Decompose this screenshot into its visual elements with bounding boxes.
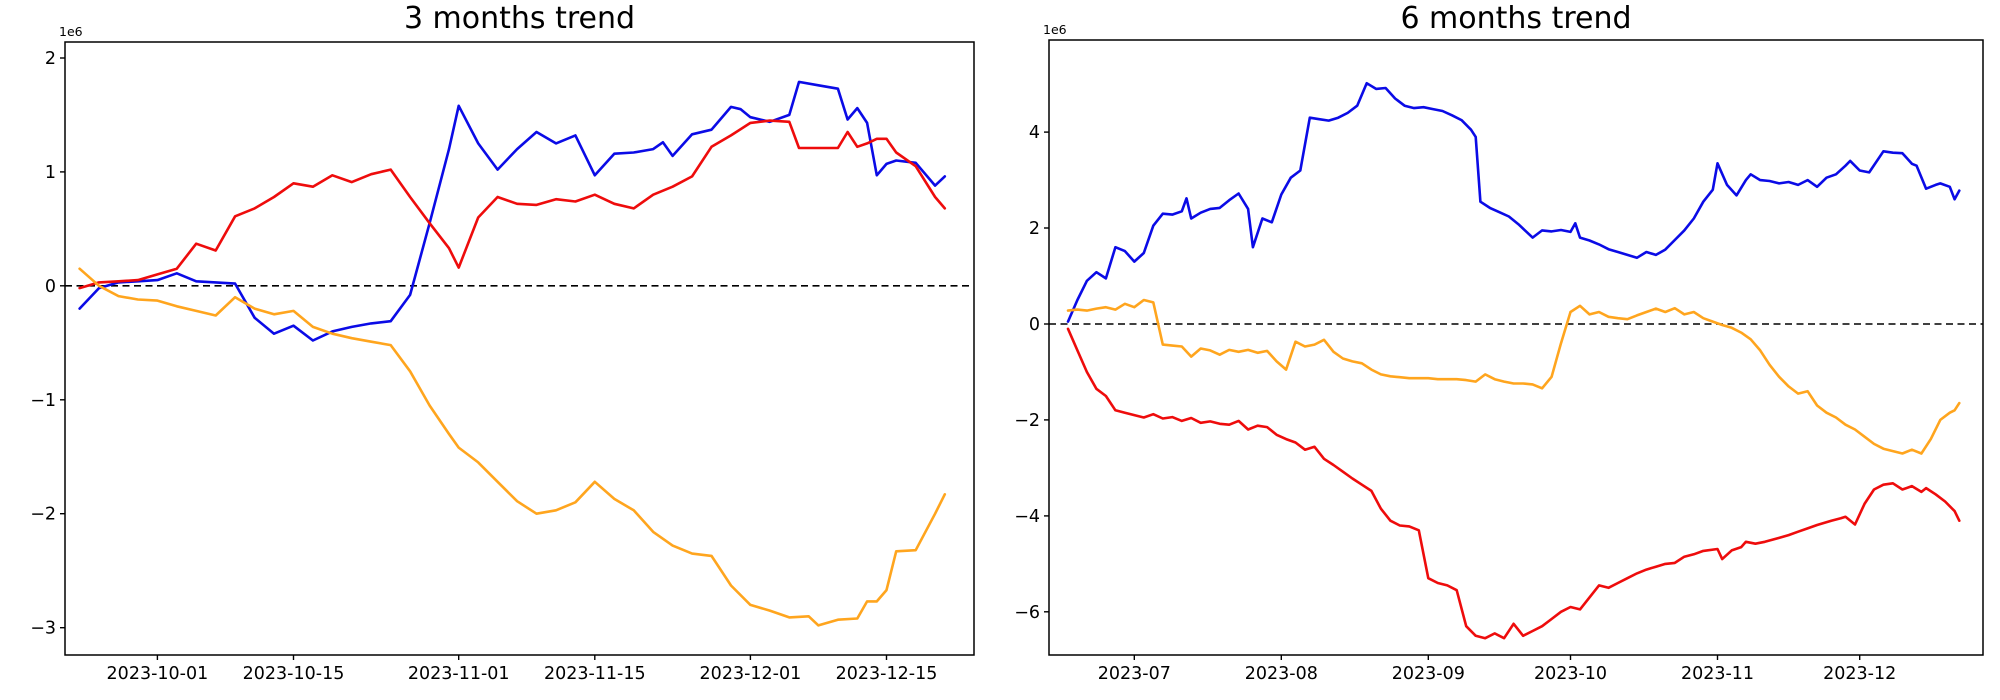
trend-3m-x-tick-label: 2023-12-01 [700,664,802,684]
trend-3m-series-red-line [78,119,947,290]
trend-3m-x-tick-label: 2023-12-15 [836,664,938,684]
trend-6m-y-tick-label: 4 [1029,123,1040,143]
trend-6m-y-tick-label: −4 [1014,507,1040,527]
trend-3m-x-tick-label: 2023-11-01 [408,664,510,684]
trend-3m-y-tick-label: 0 [45,277,56,297]
trend-6m-y-tick-label: −6 [1014,603,1040,623]
trend-3m-series-orange-line [78,267,947,627]
chart-title-6-months: 6 months trend [1400,1,1632,36]
trend-6m-x-tick-label: 2023-08 [1245,664,1318,684]
trend-6m-x-tick-label: 2023-10 [1534,664,1607,684]
trend-3m-y-tick-label: −2 [30,505,56,525]
trend-6m-y-tick-label: 0 [1029,315,1040,335]
trend-3m-y-tick-label: 1 [45,163,56,183]
trend-6m-x-tick-label: 2023-09 [1392,664,1465,684]
trend-3m-x-tick-label: 2023-10-01 [107,664,209,684]
trend-6m-y-tick-label: 2 [1029,219,1040,239]
trend-6m-x-tick-label: 2023-12 [1823,664,1896,684]
trend-3m-x-tick-label: 2023-10-15 [243,664,345,684]
trend-3m-y-tick-label: −3 [30,619,56,639]
trend-6m-series-orange-line [1066,298,1961,455]
trend-6m-x-tick-label: 2023-07 [1098,664,1171,684]
trend-3m-y-tick-label: −1 [30,391,56,411]
trend-3m-series-blue-line [78,80,947,342]
trend-3m-x-tick-label: 2023-11-15 [544,664,646,684]
trend-3m-axes-frame [64,41,975,656]
trend-6m-series-blue-line [1066,81,1961,323]
trend-6m-axis-offset-label: 1e6 [1043,22,1067,37]
trend-6m-series-red-line [1066,327,1961,640]
trend-6m-x-tick-label: 2023-11 [1681,664,1754,684]
chart-title-3-months: 3 months trend [403,1,636,36]
trend-3m-y-tick-label: 2 [45,49,56,69]
trend-3m-axis-offset-label: 1e6 [59,24,83,39]
trend-6m-axes-frame [1048,39,1984,656]
trend-6m-y-tick-label: −2 [1014,411,1040,431]
